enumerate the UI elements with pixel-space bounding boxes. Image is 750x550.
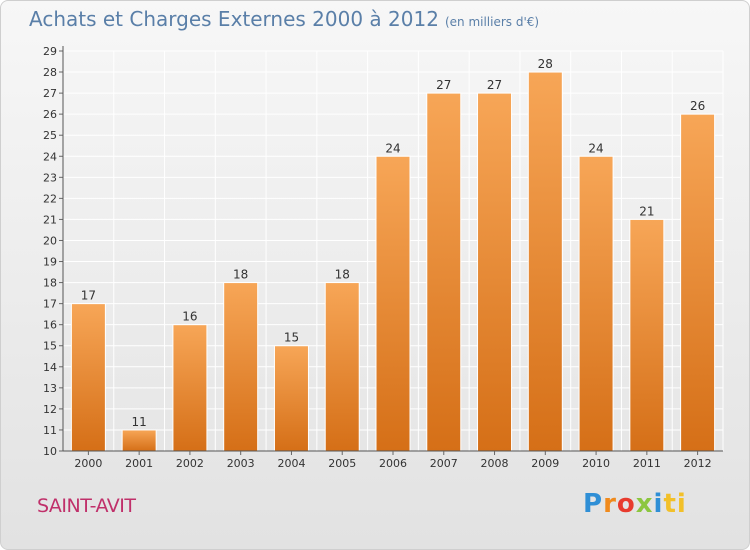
data-label: 16 xyxy=(182,310,197,324)
x-tick-label: 2004 xyxy=(277,457,305,470)
data-label: 27 xyxy=(436,78,451,92)
data-label: 17 xyxy=(81,289,96,303)
bar xyxy=(324,282,360,452)
bar xyxy=(527,71,563,452)
x-tick-label: 2012 xyxy=(684,457,712,470)
data-label: 11 xyxy=(132,415,147,429)
chart-title: Achats et Charges Externes 2000 à 2012 (e… xyxy=(29,7,539,31)
bar xyxy=(426,92,462,452)
bar xyxy=(375,155,411,452)
y-tick-label: 14 xyxy=(43,361,57,374)
bar xyxy=(578,155,614,452)
x-tick-label: 2006 xyxy=(379,457,407,470)
x-tick-label: 2009 xyxy=(531,457,559,470)
y-tick-label: 29 xyxy=(43,45,57,58)
y-tick-label: 15 xyxy=(43,340,57,353)
y-tick-label: 11 xyxy=(43,424,57,437)
logo-letter: x xyxy=(635,489,654,519)
chart-unit-label: (en milliers d'€) xyxy=(444,15,540,29)
x-tick-label: 2002 xyxy=(176,457,204,470)
x-tick-label: 2011 xyxy=(633,457,661,470)
x-tick-label: 2001 xyxy=(125,457,153,470)
y-tick-label: 19 xyxy=(43,256,57,269)
bar xyxy=(629,218,665,452)
logo-letter: i xyxy=(653,489,664,519)
y-tick-label: 16 xyxy=(43,319,57,332)
logo-letter: ti xyxy=(663,489,687,519)
y-tick-label: 25 xyxy=(43,129,57,142)
x-tick-label: 2007 xyxy=(430,457,458,470)
y-tick-label: 10 xyxy=(43,445,57,458)
x-tick-label: 2005 xyxy=(328,457,356,470)
y-tick-label: 17 xyxy=(43,298,57,311)
logo-letter: o xyxy=(616,489,636,519)
proxiti-logo[interactable]: Proxiti xyxy=(583,489,687,519)
data-label: 21 xyxy=(639,204,654,218)
data-label: 18 xyxy=(335,268,350,282)
city-name: SAINT-AVIT xyxy=(37,495,136,517)
bar xyxy=(70,303,106,452)
bar xyxy=(680,113,716,452)
data-label: 24 xyxy=(385,141,400,155)
y-tick-label: 13 xyxy=(43,382,57,395)
bar xyxy=(121,429,157,452)
x-tick-label: 2008 xyxy=(481,457,509,470)
data-label: 27 xyxy=(487,78,502,92)
data-label: 26 xyxy=(690,99,705,113)
y-tick-label: 21 xyxy=(43,213,57,226)
x-tick-label: 2003 xyxy=(227,457,255,470)
y-tick-label: 27 xyxy=(43,87,57,100)
y-tick-label: 22 xyxy=(43,192,57,205)
chart-title-text: Achats et Charges Externes 2000 à 2012 xyxy=(29,7,439,31)
y-tick-label: 18 xyxy=(43,277,57,290)
y-tick-label: 20 xyxy=(43,234,57,247)
bar xyxy=(273,345,309,452)
y-tick-label: 12 xyxy=(43,403,57,416)
bar xyxy=(172,324,208,452)
logo-letter: r xyxy=(603,489,617,519)
logo-letter: P xyxy=(583,489,604,519)
bar xyxy=(223,282,259,452)
bar xyxy=(477,92,513,452)
data-label: 24 xyxy=(588,141,603,155)
y-tick-label: 24 xyxy=(43,150,57,163)
y-tick-label: 26 xyxy=(43,108,57,121)
data-label: 18 xyxy=(233,268,248,282)
x-tick-label: 2000 xyxy=(74,457,102,470)
x-tick-label: 2010 xyxy=(582,457,610,470)
data-label: 28 xyxy=(538,57,553,71)
y-tick-label: 23 xyxy=(43,171,57,184)
y-tick-label: 28 xyxy=(43,66,57,79)
data-label: 15 xyxy=(284,331,299,345)
